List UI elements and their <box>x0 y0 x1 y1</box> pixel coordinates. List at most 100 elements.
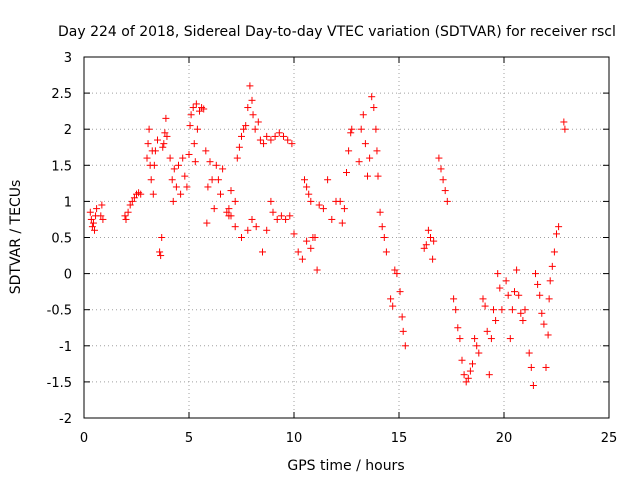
x-tick-label: 0 <box>80 431 88 446</box>
data-point <box>382 248 390 256</box>
data-point <box>177 190 185 198</box>
x-tick-label: 10 <box>286 431 303 446</box>
data-point <box>154 136 161 144</box>
data-point <box>450 295 458 303</box>
data-point <box>303 183 311 191</box>
data-point <box>121 212 129 220</box>
data-point <box>158 234 166 241</box>
data-point <box>538 309 546 317</box>
data-point <box>189 104 197 112</box>
data-point <box>210 205 218 213</box>
data-point <box>143 154 151 162</box>
data-point <box>206 158 214 166</box>
data-point <box>378 223 386 231</box>
data-point <box>494 270 502 278</box>
data-point <box>263 132 271 140</box>
data-point <box>372 125 380 133</box>
data-point <box>517 309 525 317</box>
data-point <box>145 125 153 133</box>
data-point <box>244 226 252 234</box>
data-point <box>471 335 479 343</box>
data-point <box>508 306 516 314</box>
data-point <box>452 306 460 314</box>
data-point <box>147 176 155 184</box>
data-point <box>200 105 208 113</box>
data-point <box>364 172 371 180</box>
data-point <box>422 241 430 249</box>
data-point <box>212 161 220 169</box>
data-point <box>252 223 260 231</box>
data-point <box>313 266 321 274</box>
data-point <box>162 114 170 122</box>
data-point <box>340 205 348 213</box>
data-point <box>429 255 437 263</box>
data-point <box>483 327 491 335</box>
data-point <box>546 277 554 285</box>
data-point <box>254 118 262 126</box>
data-point <box>169 197 177 205</box>
data-point <box>532 270 539 278</box>
data-point <box>183 183 191 191</box>
data-point <box>427 234 434 241</box>
data-point <box>496 284 504 292</box>
data-point <box>361 140 369 148</box>
data-point <box>227 187 235 195</box>
data-point <box>441 187 449 195</box>
data-point <box>286 212 294 220</box>
data-point <box>267 136 275 144</box>
data-point <box>238 132 245 140</box>
data-point <box>202 147 210 155</box>
data-point <box>439 176 447 184</box>
data-point <box>485 371 493 379</box>
data-point <box>454 324 462 332</box>
data-point <box>282 215 290 223</box>
data-point <box>373 147 381 155</box>
data-point <box>430 237 438 245</box>
data-point <box>98 201 106 209</box>
data-point <box>370 104 378 112</box>
y-tick-label: -1.5 <box>47 376 72 391</box>
data-point <box>269 208 277 216</box>
data-point <box>389 302 397 310</box>
data-point <box>560 118 568 126</box>
data-point <box>368 93 376 101</box>
data-point <box>348 125 356 133</box>
data-point <box>124 208 132 216</box>
data-point <box>196 107 203 115</box>
data-point <box>443 197 451 205</box>
data-point <box>149 190 157 198</box>
data-point <box>319 205 327 213</box>
data-point <box>343 169 350 177</box>
data-point <box>223 208 231 216</box>
data-point <box>290 230 298 238</box>
data-point <box>235 143 243 151</box>
data-point <box>288 140 296 148</box>
data-point <box>345 147 353 155</box>
data-point <box>192 100 200 108</box>
data-point <box>487 335 495 343</box>
data-point <box>464 374 472 382</box>
data-point <box>160 140 168 148</box>
data-point <box>151 147 159 155</box>
data-point <box>126 201 134 209</box>
data-point <box>248 215 256 223</box>
data-point <box>338 219 346 227</box>
data-point <box>203 219 211 227</box>
data-point <box>99 215 107 223</box>
data-point <box>150 161 158 169</box>
data-point <box>437 165 445 173</box>
data-point <box>553 230 560 238</box>
data-point <box>540 320 548 328</box>
data-point <box>376 208 384 216</box>
data-point <box>214 176 222 184</box>
data-point <box>357 125 365 133</box>
data-point <box>324 176 332 184</box>
data-point <box>315 201 323 209</box>
data-point <box>399 327 407 335</box>
data-point <box>504 291 512 299</box>
data-point <box>305 190 313 198</box>
data-point <box>544 331 552 339</box>
data-point <box>267 197 275 205</box>
plot-frame <box>83 56 610 419</box>
data-point <box>260 140 268 148</box>
